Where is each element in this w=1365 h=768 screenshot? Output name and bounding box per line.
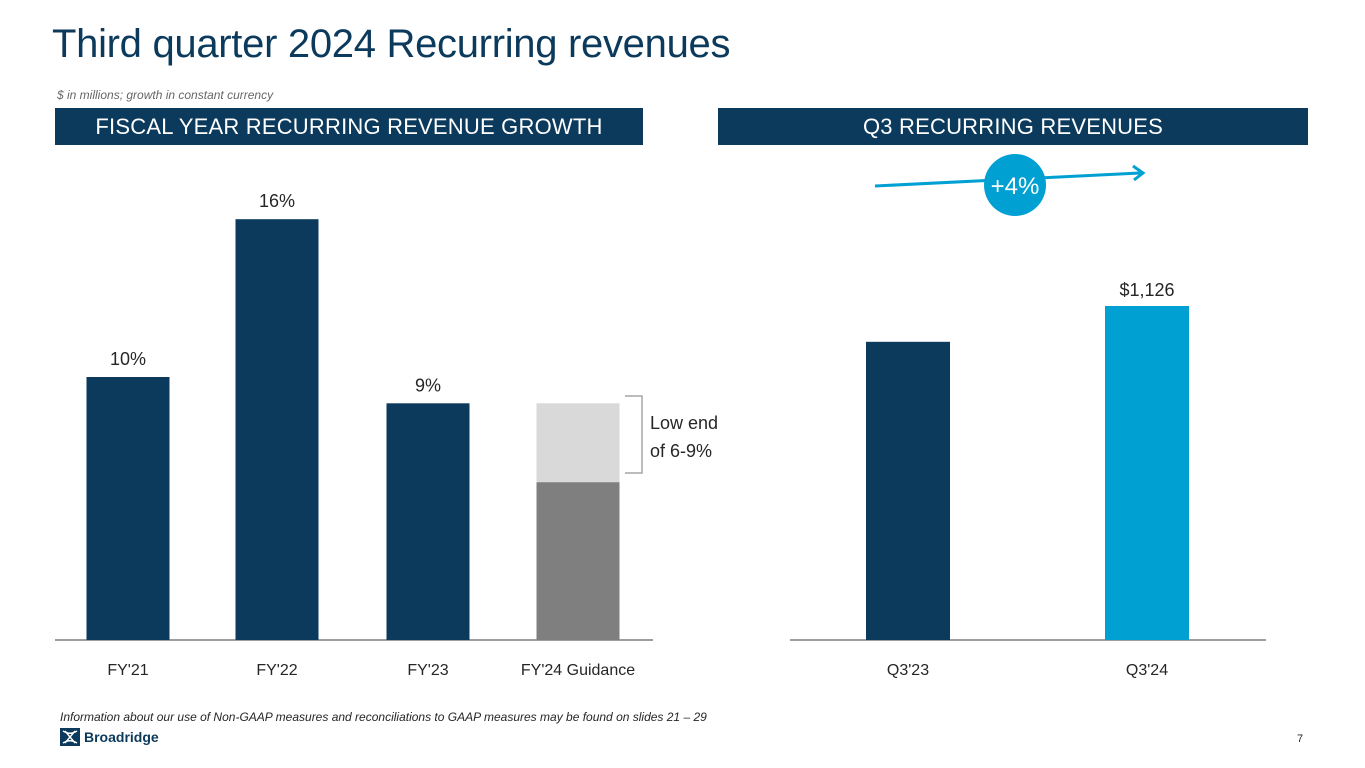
guidance-annotation-line2: of 6-9% <box>650 441 712 461</box>
x-tick-q3-23: Q3'23 <box>887 662 929 679</box>
q3-revenue-bar-chart: Q3'23 $1,126 Q3'24 +4% <box>790 154 1266 679</box>
bar-fy-21 <box>86 377 170 640</box>
data-label-fy-21: 10% <box>110 349 146 369</box>
page-title: Third quarter 2024 Recurring revenues <box>52 22 731 66</box>
bar-fy-24-guidance-range <box>536 403 620 483</box>
broadridge-logo: Broadridge <box>60 728 159 746</box>
bar-fy-22 <box>235 219 319 640</box>
growth-badge-label: +4% <box>991 173 1040 200</box>
x-tick-fy-24-guidance: FY'24 Guidance <box>521 662 635 679</box>
page-number: 7 <box>1297 733 1304 745</box>
growth-bar-chart: Low end of 6-9% 10% FY'21 16% FY'22 9% FY'23 F… <box>55 191 718 679</box>
x-tick-q3-24: Q3'24 <box>1126 662 1168 679</box>
bar-fy-23 <box>386 403 470 640</box>
x-tick-fy-21: FY'21 <box>107 662 148 679</box>
page-subtitle: $ in millions; growth in constant curren… <box>57 88 274 102</box>
bar-q3-24 <box>1105 306 1189 640</box>
guidance-range-bracket <box>625 395 643 474</box>
broadridge-logo-text: Broadridge <box>84 729 159 745</box>
right-chart-banner: Q3 RECURRING REVENUES <box>718 108 1308 145</box>
broadridge-logo-icon <box>60 728 80 746</box>
left-chart-banner: FISCAL YEAR RECURRING REVENUE GROWTH <box>55 108 643 145</box>
growth-badge <box>984 154 1046 216</box>
bar-q3-23 <box>866 341 950 640</box>
x-tick-fy-22: FY'22 <box>256 662 297 679</box>
bar-fy-24-guidance-low <box>536 482 620 640</box>
guidance-annotation-line1: Low end <box>650 413 718 433</box>
footnote: Information about our use of Non-GAAP me… <box>60 710 707 724</box>
x-tick-fy-23: FY'23 <box>407 662 448 679</box>
data-label-q3-24: $1,126 <box>1119 280 1174 300</box>
data-label-fy-22: 16% <box>259 191 295 211</box>
growth-arrow-head-icon <box>1132 164 1146 182</box>
data-label-fy-23: 9% <box>415 375 441 395</box>
